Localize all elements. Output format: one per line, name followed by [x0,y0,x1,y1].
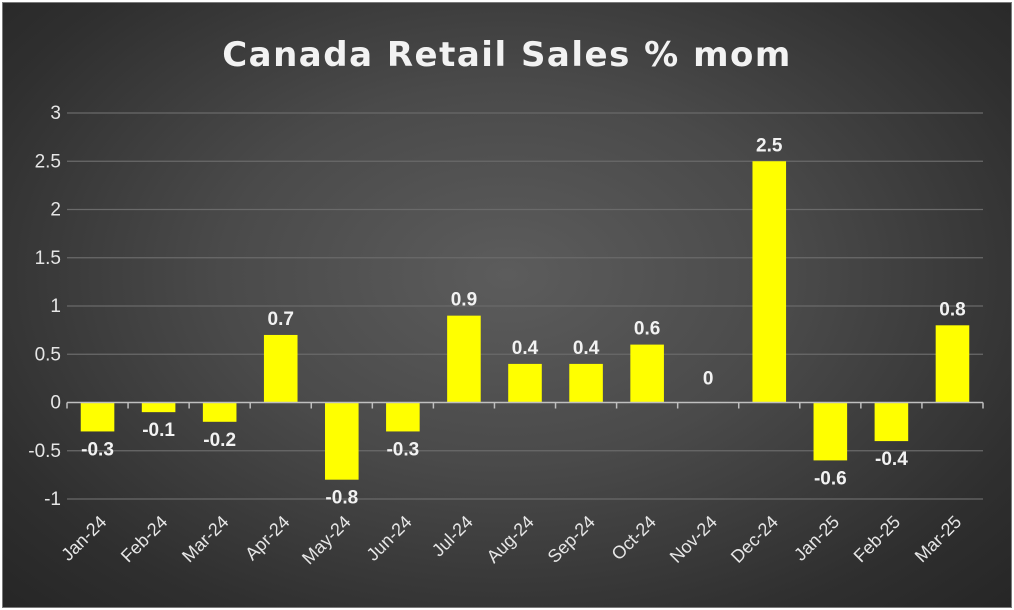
x-tick-label: Aug-24 [483,512,538,567]
data-label: 0 [703,369,714,390]
bar-apr-24 [263,334,298,403]
bar-dec-24 [752,161,787,403]
data-label: 2.5 [756,135,783,156]
data-label: -0.3 [386,439,419,460]
x-tick-label: Feb-24 [117,512,171,566]
bars [80,161,970,480]
x-tick-label: Mar-25 [911,512,965,566]
x-axis-ticks: Jan-24 Feb-24 Mar-24 Apr-24 May-24 Jun-24 Jul-… [57,512,965,569]
bar-sep-24 [569,363,603,403]
x-tick-label: Dec-24 [727,512,782,567]
bar-feb-24 [141,402,176,413]
data-label: 0.7 [268,309,294,330]
x-tick-label: Mar-24 [178,512,232,566]
y-tick-label: -0.5 [28,441,61,462]
y-axis-ticks: -1 -0.5 0 0.5 1 1.5 2 2.5 3 [28,103,61,510]
data-label: -0.4 [875,449,908,470]
bar-may-24 [325,402,359,480]
x-tick-label: Jul-24 [428,512,477,561]
x-tick-label: Nov-24 [666,512,721,567]
data-label: -0.1 [142,420,175,441]
x-tick-label: Oct-24 [608,512,660,564]
x-tick-label: May-24 [298,512,355,569]
data-label: 0.6 [634,319,660,340]
x-tick-label: Jan-25 [790,512,843,565]
bar-jul-24 [447,315,481,403]
y-tick-label: -1 [44,489,61,510]
bar-aug-24 [508,363,542,403]
y-tick-label: 2.5 [35,151,61,172]
data-label: 0.4 [512,338,539,359]
bar-jun-24 [386,402,420,432]
data-label: -0.6 [814,468,847,489]
bar-jan-24 [80,402,115,432]
data-label: 0.8 [939,299,965,320]
data-labels: -0.3 -0.1 -0.2 0.7 -0.8 -0.3 0.9 0.4 0.4 0.6 0 2.5 -… [81,135,966,508]
y-tick-label: 1.5 [35,248,61,269]
data-label: -0.2 [203,430,236,451]
x-tick-label: Apr-24 [241,512,293,564]
bar-oct-24 [630,344,664,403]
bar-mar-25 [935,325,970,403]
bar-chart: Canada Retail Sales % mom -1 -0.5 0 0.5 1 1.5… [28,35,984,569]
data-label: 0.9 [451,290,477,311]
chart-title: Canada Retail Sales % mom [222,35,792,75]
y-tick-label: 3 [50,103,61,124]
gridlines [67,112,983,500]
bar-jan-25 [813,402,848,461]
x-axis [66,401,984,409]
x-tick-label: Jun-24 [363,512,416,565]
y-tick-label: 0.5 [35,344,61,365]
y-tick-label: 0 [50,393,61,414]
x-tick-label: Jan-24 [57,512,110,565]
y-tick-label: 1 [50,296,61,317]
bar-feb-25 [874,402,909,442]
data-label: -0.3 [81,439,114,460]
data-label: -0.8 [325,488,358,509]
data-label: 0.4 [573,338,600,359]
x-tick-label: Sep-24 [544,512,599,567]
bar-mar-24 [202,402,237,422]
x-tick-label: Feb-25 [850,512,904,566]
y-tick-label: 2 [50,200,61,221]
